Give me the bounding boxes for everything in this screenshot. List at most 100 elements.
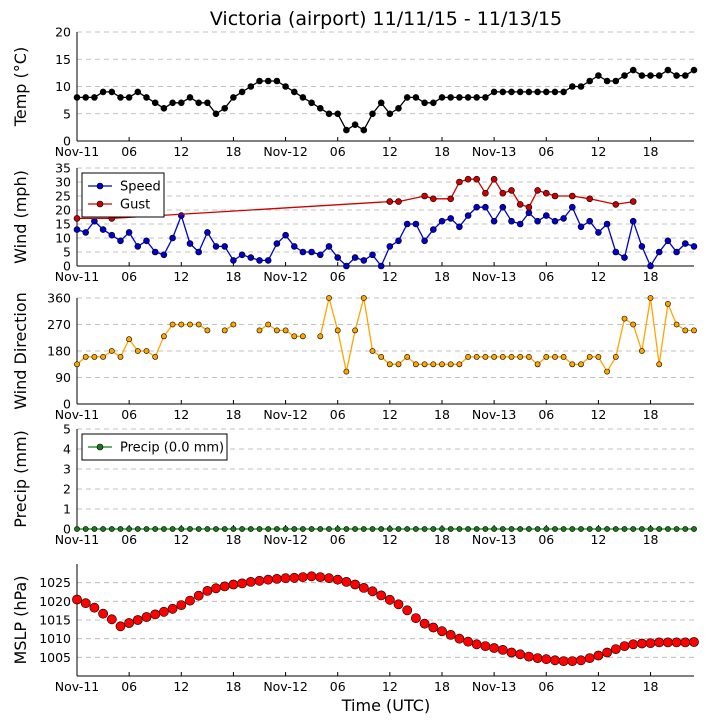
data-point: [290, 88, 298, 96]
data-point: [482, 94, 489, 101]
y-tick-label: 90: [55, 370, 71, 385]
data-point: [447, 526, 454, 532]
data-point: [482, 203, 489, 211]
series-0-0: [73, 66, 698, 134]
data-point: [482, 353, 489, 360]
x-tick-label: 18: [643, 269, 659, 284]
data-point: [360, 295, 367, 301]
data-point: [230, 257, 237, 264]
data-point: [352, 526, 358, 532]
data-point: [612, 77, 620, 85]
data-point: [604, 368, 610, 375]
data-point: [91, 94, 98, 101]
data-point: [117, 94, 124, 101]
x-tick-label: 06: [538, 269, 554, 284]
data-point: [221, 327, 228, 334]
data-point: [195, 248, 202, 256]
data-point: [490, 217, 498, 225]
data-point: [568, 192, 576, 200]
data-point: [499, 189, 507, 197]
x-tick-label: 18: [434, 269, 450, 284]
data-point: [264, 257, 272, 264]
data-point: [517, 353, 524, 360]
x-tick-label: 12: [173, 407, 189, 422]
x-tick-label: 18: [643, 532, 659, 547]
data-point: [499, 526, 506, 532]
data-point: [91, 526, 98, 532]
data-point: [630, 526, 637, 532]
data-point: [628, 639, 639, 650]
y-tick-label: 1010: [39, 631, 71, 646]
data-point: [429, 195, 437, 203]
series-2-0: [74, 295, 697, 375]
data-point: [82, 353, 89, 360]
x-tick-label: Nov-11: [55, 144, 99, 159]
data-point: [577, 83, 585, 90]
y-axis-label: Wind Direction: [11, 292, 30, 410]
data-point: [542, 189, 550, 197]
data-point: [673, 72, 680, 79]
data-point: [195, 99, 202, 107]
data-point: [647, 295, 654, 301]
x-tick-label: 06: [538, 532, 554, 547]
series-4-0: [72, 571, 699, 666]
data-point: [463, 636, 473, 647]
x-tick-label: Nov-13: [472, 269, 516, 284]
legend: Precip (0.0 mm): [81, 433, 228, 461]
y-tick-label: 35: [55, 161, 71, 176]
data-point: [360, 126, 368, 134]
data-point: [221, 243, 228, 250]
data-point: [100, 526, 106, 532]
data-point: [238, 88, 246, 96]
data-point: [152, 526, 159, 532]
x-tick-label: 06: [121, 532, 137, 547]
data-point: [612, 248, 620, 256]
data-point: [126, 336, 133, 343]
y-tick-label: 30: [55, 175, 71, 190]
data-point: [89, 602, 100, 613]
data-point: [282, 83, 289, 90]
data-point: [187, 321, 193, 328]
data-point: [98, 608, 108, 619]
data-point: [360, 526, 367, 532]
data-point: [647, 526, 654, 532]
data-point: [534, 361, 541, 368]
data-point: [681, 72, 689, 79]
panel-4: 1005 1010 1015 1020 1025 Nov-11 06 12 18 Nov-12 06…: [11, 564, 699, 694]
legend-label: Speed: [120, 180, 161, 195]
x-tick-label: 12: [590, 532, 606, 547]
legend-box: [81, 172, 165, 218]
data-point: [439, 361, 445, 368]
x-tick-label: 12: [382, 407, 398, 422]
x-tick-label: Nov-11: [55, 269, 99, 284]
data-point: [91, 217, 98, 225]
data-point: [386, 361, 393, 368]
data-point: [74, 361, 80, 368]
data-point: [567, 656, 578, 666]
x-tick-label: 18: [225, 144, 241, 159]
x-tick-label: Nov-11: [55, 407, 99, 422]
data-point: [186, 240, 194, 247]
data-point: [663, 637, 673, 648]
data-point: [586, 217, 594, 225]
data-point: [134, 348, 141, 354]
data-point: [568, 203, 576, 211]
data-point: [273, 77, 281, 85]
data-point: [245, 577, 256, 587]
data-point: [542, 88, 550, 96]
data-point: [638, 72, 646, 79]
data-point: [273, 526, 280, 532]
data-point: [534, 526, 541, 532]
y-tick-label: 20: [55, 203, 71, 218]
data-point: [543, 526, 550, 532]
y-tick-label: 0: [63, 259, 71, 274]
data-point: [99, 226, 107, 233]
data-point: [603, 77, 611, 85]
x-tick-label: 12: [382, 679, 398, 694]
data-point: [212, 243, 220, 250]
legend-swatch-marker: [96, 182, 104, 190]
data-point: [438, 217, 446, 225]
data-point: [195, 526, 202, 532]
data-point: [82, 94, 89, 101]
